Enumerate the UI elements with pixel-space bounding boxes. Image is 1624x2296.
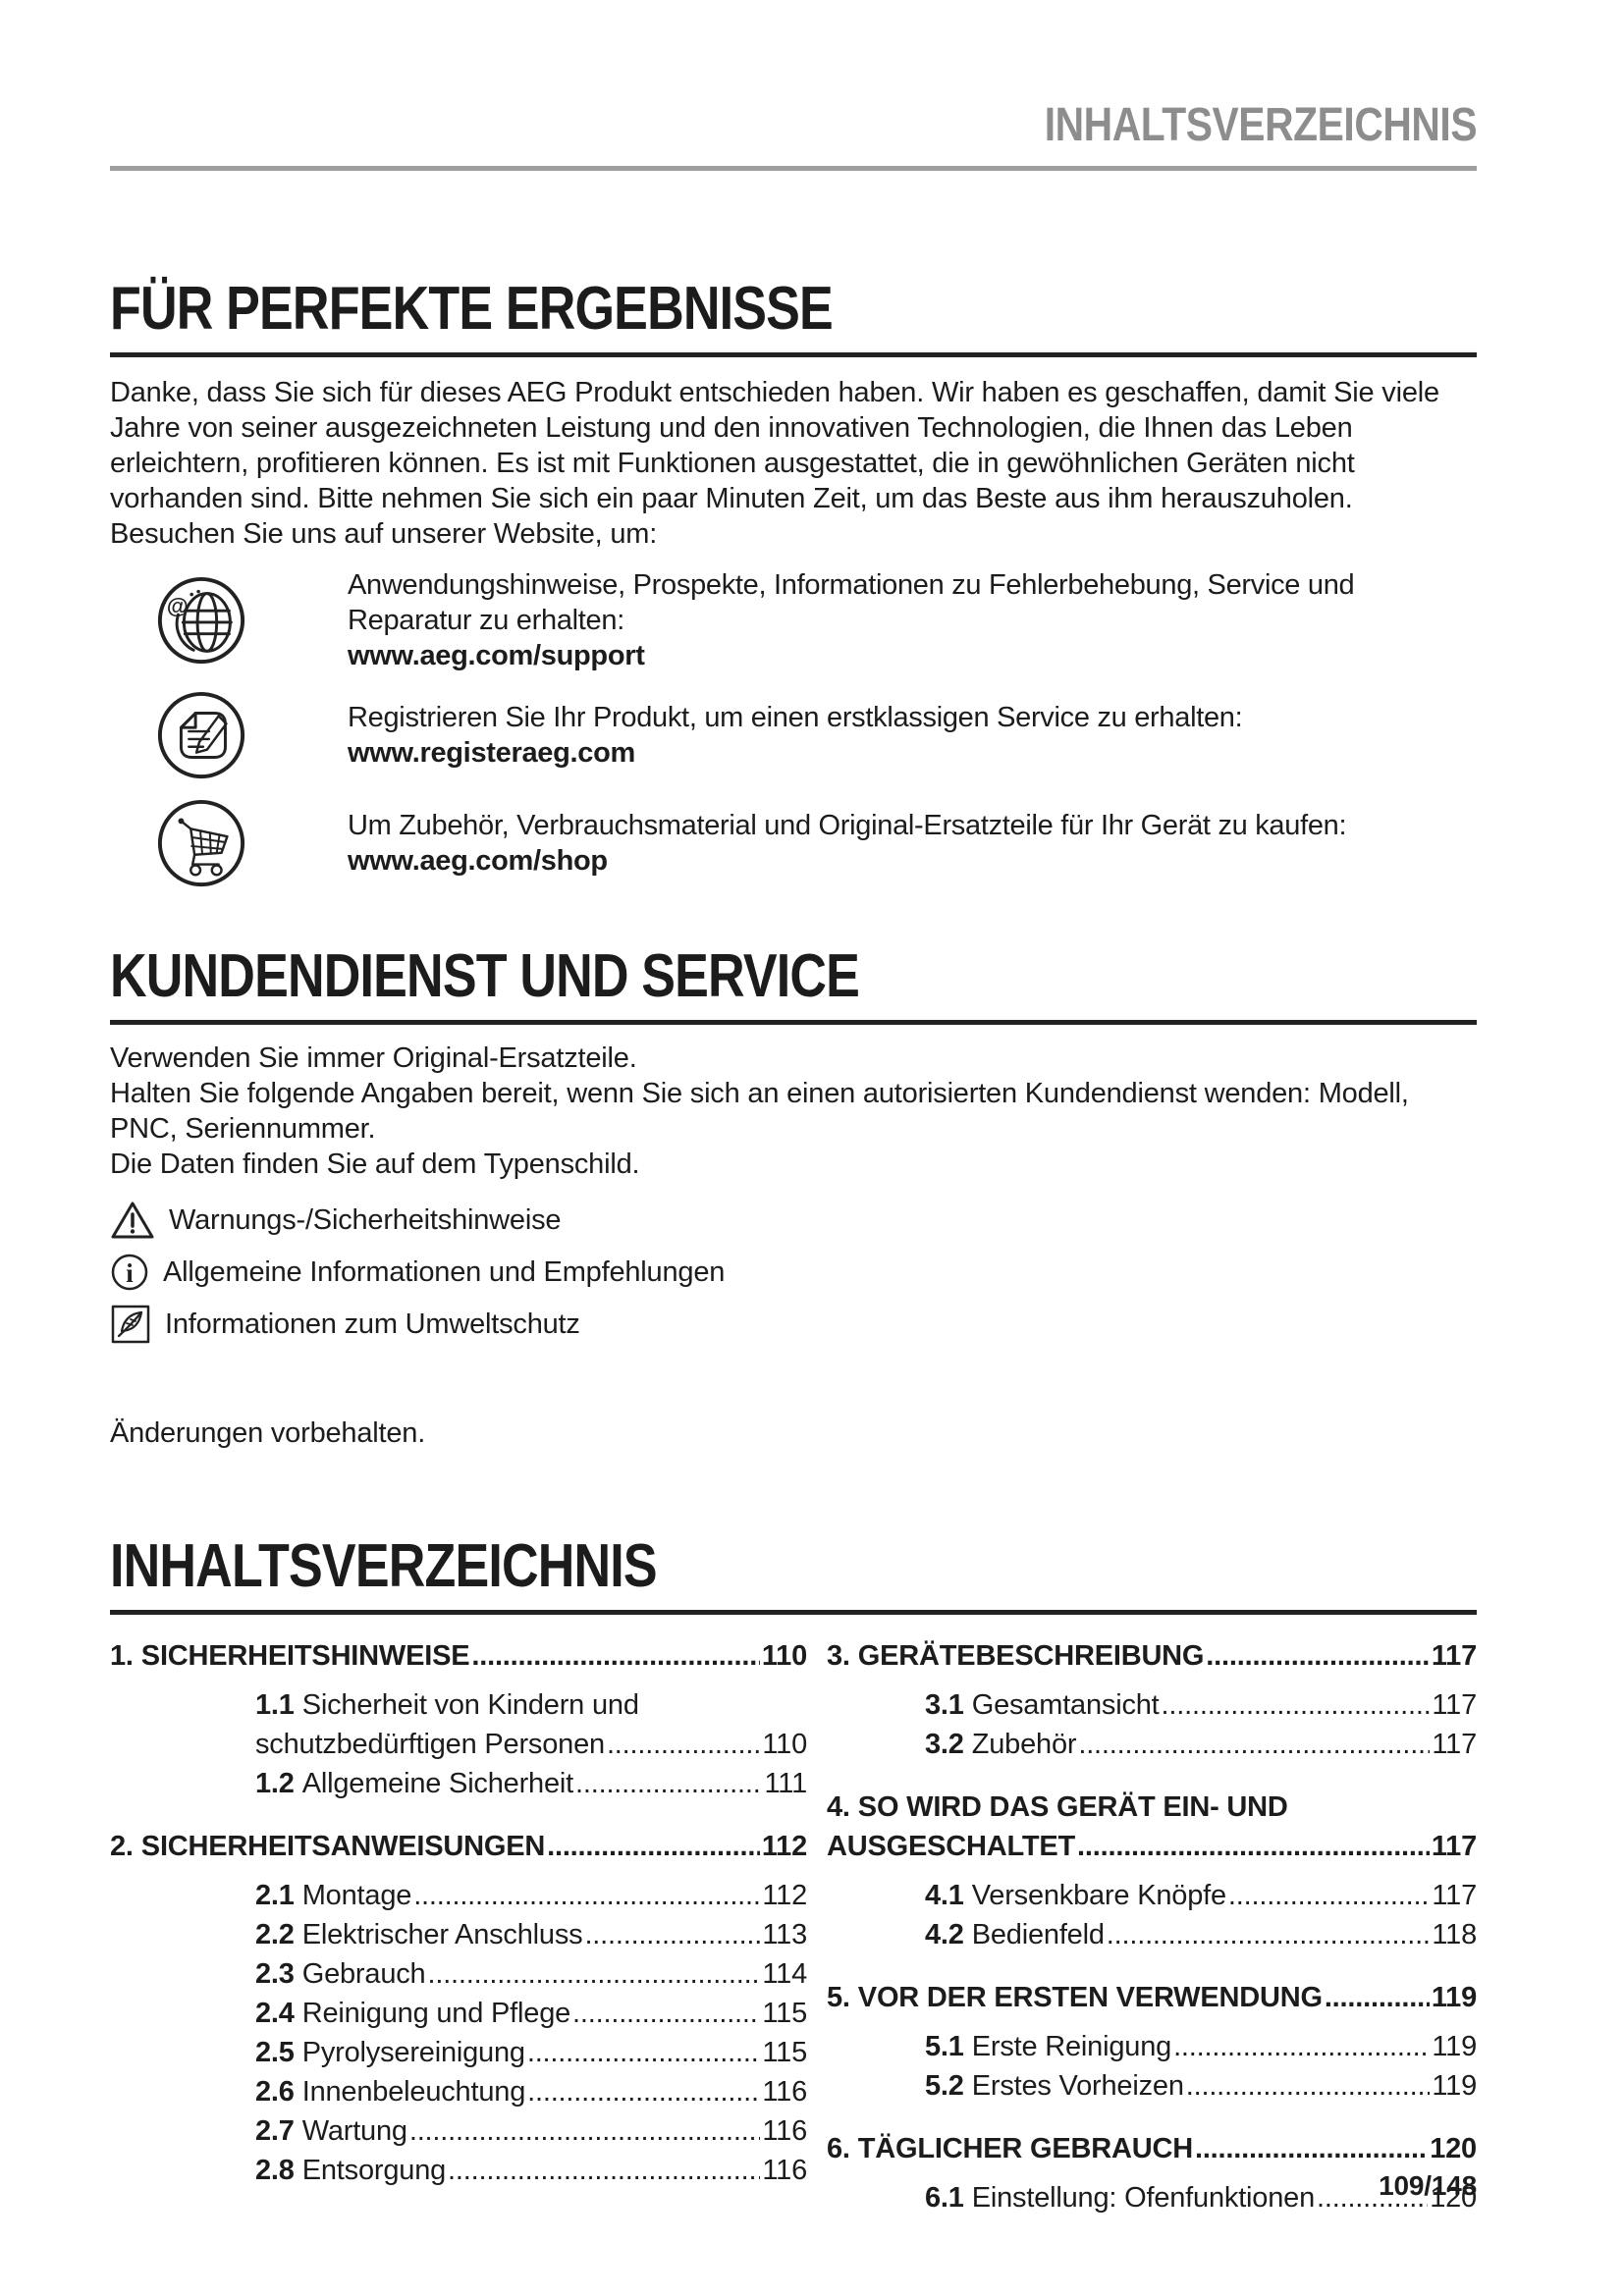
dot-leader: ........................................… bbox=[1078, 1729, 1430, 1761]
dot-leader: ........................................… bbox=[1317, 2182, 1428, 2215]
weblink-shop: Um Zubehör, Verbrauchsmaterial und Origi… bbox=[110, 797, 1477, 889]
dot-leader: ........................................… bbox=[575, 1768, 763, 1800]
toc-column-left: 1. SICHERHEITSHINWEISE...................… bbox=[110, 1636, 807, 2217]
toc-entry: 2.3 Gebrauch.............................… bbox=[255, 1954, 807, 1994]
toc-entry: 2.1 Montage..............................… bbox=[255, 1876, 807, 1915]
page-number: 109/148 bbox=[1379, 2170, 1477, 2201]
note-eco: Informationen zum Umweltschutz bbox=[110, 1304, 1477, 1345]
dot-leader: ........................................… bbox=[448, 2155, 760, 2187]
dot-leader: ........................................… bbox=[572, 1998, 760, 2030]
disclaimer-text: Änderungen vorbehalten. bbox=[110, 1417, 426, 1450]
table-of-contents: 1. SICHERHEITSHINWEISE...................… bbox=[110, 1636, 1477, 2217]
intro-text: Danke, dass Sie sich für dieses AEG Prod… bbox=[110, 377, 1439, 515]
weblink-support: @ Anwendungshinweise, Prospekte, Informa… bbox=[110, 567, 1477, 673]
running-header-title: INHALTSVERZEICHNIS bbox=[1044, 99, 1478, 151]
dot-leader: ........................................… bbox=[1194, 2133, 1428, 2165]
dot-leader: ........................................… bbox=[547, 1831, 760, 1863]
svg-text:i: i bbox=[126, 1258, 134, 1288]
info-icon: i bbox=[111, 1254, 148, 1291]
weblink-list: @ Anwendungshinweise, Prospekte, Informa… bbox=[110, 567, 1477, 889]
legend-notes: Warnungs-/Sicherheitshinweise i Allgemei… bbox=[110, 1200, 1477, 1345]
toc-entry: 2.2 Elektrischer Anschluss...............… bbox=[255, 1915, 807, 1954]
toc-entry: 5.1 Erste Reinigung......................… bbox=[925, 2027, 1477, 2066]
dot-leader: ........................................… bbox=[1206, 1640, 1430, 1673]
toc-entry: 4.2 Bedienfeld...........................… bbox=[925, 1915, 1477, 1954]
cart-icon bbox=[157, 800, 245, 887]
toc-entry: 2.6 Innenbeleuchtung.....................… bbox=[255, 2072, 807, 2111]
dot-leader: ........................................… bbox=[471, 1640, 760, 1673]
toc-entry: 4.1 Versenkbare Knöpfe...................… bbox=[925, 1876, 1477, 1915]
toc-column-right: 3. GERÄTEBESCHREIBUNG....................… bbox=[827, 1636, 1477, 2217]
eco-icon bbox=[111, 1305, 150, 1344]
toc-entry: 5. VOR DER ERSTEN VERWENDUNG.............… bbox=[827, 1978, 1477, 2017]
service-line: Die Daten finden Sie auf dem Typenschild… bbox=[110, 1148, 640, 1181]
dot-leader: ........................................… bbox=[1185, 2070, 1431, 2103]
toc-entry: 3.1 Gesamtansicht........................… bbox=[925, 1685, 1477, 1725]
toc-entry: 2. SICHERHEITSANWEISUNGEN................… bbox=[110, 1827, 807, 1866]
note-warning: Warnungs-/Sicherheitshinweise bbox=[110, 1200, 1477, 1241]
svg-text:@: @ bbox=[167, 594, 189, 618]
service-paragraph: Verwenden Sie immer Original-Ersatzteile… bbox=[110, 1041, 1477, 1182]
weblink-url: www.aeg.com/shop bbox=[348, 845, 608, 878]
dot-leader: ........................................… bbox=[1077, 1831, 1430, 1863]
dot-leader: ........................................… bbox=[1173, 2031, 1430, 2063]
section-heading-perfect-results: FÜR PERFEKTE ERGEBNISSE bbox=[110, 277, 1477, 358]
note-text: Allgemeine Informationen und Empfehlunge… bbox=[163, 1255, 726, 1288]
toc-entry: 5.2 Erstes Vorheizen.....................… bbox=[925, 2066, 1477, 2106]
dot-leader: ........................................… bbox=[526, 2037, 761, 2069]
weblink-url: www.registeraeg.com bbox=[348, 737, 635, 770]
dot-leader: ........................................… bbox=[1227, 1880, 1430, 1912]
section-heading-toc: INHALTSVERZEICHNIS bbox=[110, 1534, 1477, 1616]
dot-leader: ........................................… bbox=[413, 1880, 761, 1912]
service-line: Halten Sie folgende Angaben bereit, wenn… bbox=[110, 1078, 1409, 1146]
service-line: Verwenden Sie immer Original-Ersatzteile… bbox=[110, 1042, 637, 1075]
register-icon bbox=[157, 692, 245, 779]
visit-text: Besuchen Sie uns auf unserer Website, um… bbox=[110, 518, 658, 551]
weblink-description: Um Zubehör, Verbrauchsmaterial und Origi… bbox=[348, 810, 1347, 842]
weblink-shop-text: Um Zubehör, Verbrauchsmaterial und Origi… bbox=[348, 808, 1477, 879]
dot-leader: ........................................… bbox=[408, 2115, 761, 2148]
dot-leader: ........................................… bbox=[1161, 1689, 1431, 1722]
toc-entry: 2.5 Pyrolysereinigung....................… bbox=[255, 2033, 807, 2072]
weblink-url: www.aeg.com/support bbox=[348, 640, 645, 672]
intro-paragraph: Danke, dass Sie sich für dieses AEG Prod… bbox=[110, 375, 1477, 552]
note-text: Warnungs-/Sicherheitshinweise bbox=[169, 1203, 562, 1236]
weblink-description: Registrieren Sie Ihr Produkt, um einen e… bbox=[348, 702, 1243, 734]
dot-leader: ........................................… bbox=[427, 1958, 760, 1991]
weblink-support-text: Anwendungshinweise, Prospekte, Informati… bbox=[348, 567, 1477, 673]
toc-entry: 3.2 Zubehör..............................… bbox=[925, 1725, 1477, 1764]
weblink-register-text: Registrieren Sie Ihr Produkt, um einen e… bbox=[348, 700, 1477, 771]
toc-entry: 2.8 Entsorgung...........................… bbox=[255, 2151, 807, 2190]
toc-entry: 1.1 Sicherheit von Kindern und schutzbedü… bbox=[255, 1685, 807, 1764]
toc-entry: 2.4 Reinigung und Pflege.................… bbox=[255, 1994, 807, 2033]
note-text: Informationen zum Umweltschutz bbox=[165, 1308, 580, 1340]
weblink-description: Anwendungshinweise, Prospekte, Informati… bbox=[348, 569, 1355, 637]
dot-leader: ........................................… bbox=[584, 1919, 760, 1951]
running-header: INHALTSVERZEICHNIS bbox=[110, 98, 1477, 171]
section-heading-service: KUNDENDIENST UND SERVICE bbox=[110, 944, 1477, 1026]
note-info: i Allgemeine Informationen und Empfehlun… bbox=[110, 1253, 1477, 1292]
toc-entry: 1.2 Allgemeine Sicherheit................… bbox=[255, 1764, 807, 1803]
warning-icon bbox=[111, 1201, 154, 1239]
toc-entry: 6. TÄGLICHER GEBRAUCH....................… bbox=[827, 2129, 1477, 2168]
toc-entry: 2.7 Wartung..............................… bbox=[255, 2111, 807, 2151]
globe-icon: @ bbox=[157, 577, 245, 665]
dot-leader: ........................................… bbox=[1324, 1982, 1430, 2014]
toc-entry: 6.1 Einstellung: Ofenfunktionen..........… bbox=[925, 2178, 1477, 2217]
toc-entry: 3. GERÄTEBESCHREIBUNG....................… bbox=[827, 1636, 1477, 1676]
toc-entry: 4. SO WIRD DAS GERÄT EIN- UND AUSGESCHALT… bbox=[827, 1788, 1477, 1866]
dot-leader: ........................................… bbox=[606, 1729, 761, 1761]
weblink-register: Registrieren Sie Ihr Produkt, um einen e… bbox=[110, 689, 1477, 781]
dot-leader: ........................................… bbox=[527, 2076, 760, 2109]
toc-entry: 1. SICHERHEITSHINWEISE...................… bbox=[110, 1636, 807, 1676]
dot-leader: ........................................… bbox=[1106, 1919, 1431, 1951]
